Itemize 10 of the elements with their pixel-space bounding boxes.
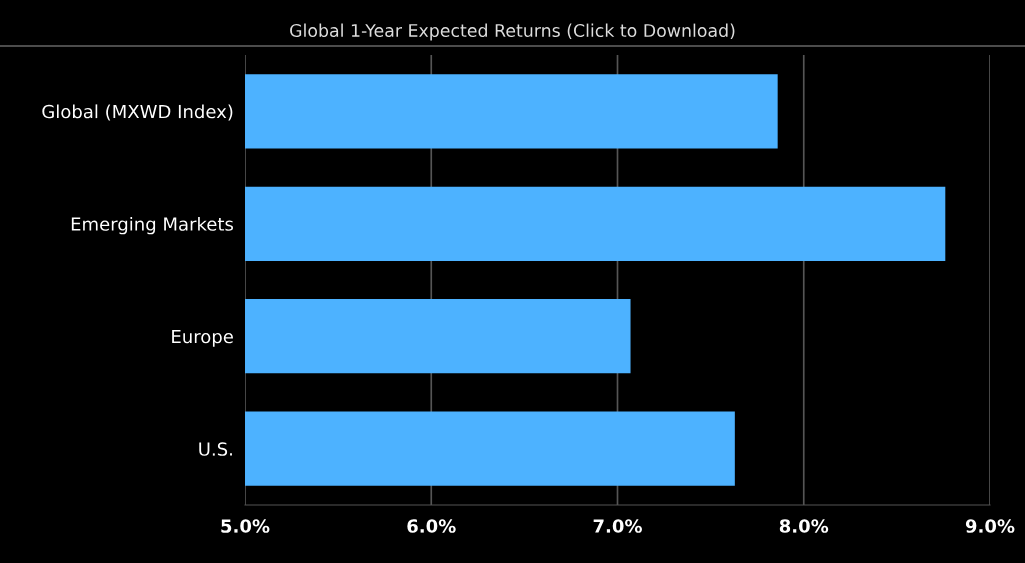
y-tick-label: Emerging Markets <box>71 216 234 235</box>
x-tick-label: 6.0% <box>407 519 456 533</box>
x-tick-label: 7.0% <box>593 519 642 533</box>
y-tick-label: U.S. <box>199 442 232 456</box>
x-tick-label: 9.0% <box>965 519 1015 533</box>
x-tick-label: 8.0% <box>779 519 829 533</box>
chart-title: Global 1-Year Expected Returns (Click to Download) <box>290 23 735 41</box>
y-tick-label: Europe <box>172 329 233 347</box>
y-tick-label: Global (MXWD Index) <box>42 104 233 121</box>
x-tick-label: 5.0% <box>221 519 270 533</box>
